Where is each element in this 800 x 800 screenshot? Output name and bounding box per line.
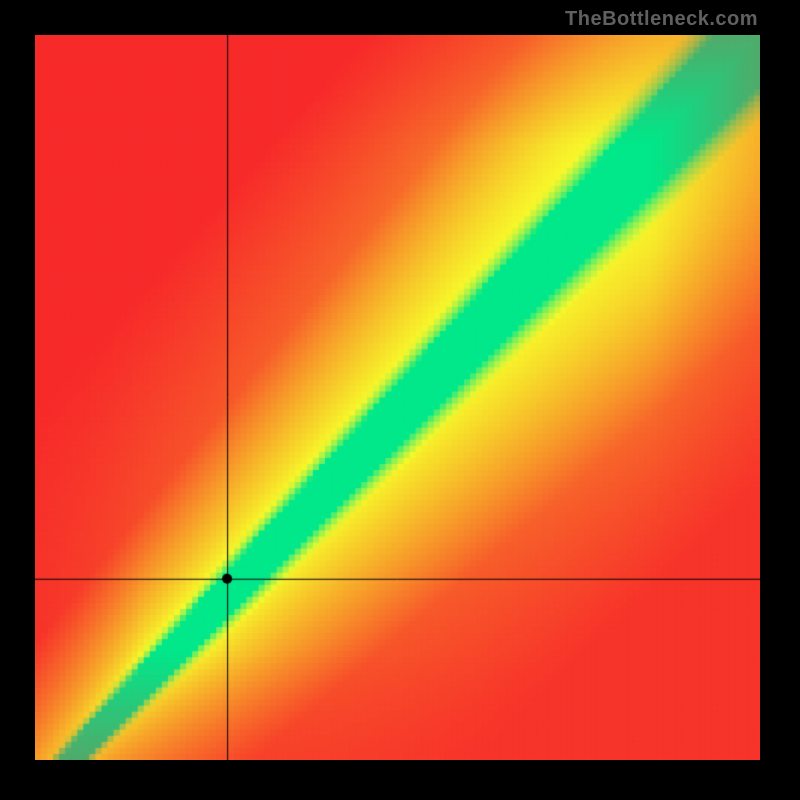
bottleneck-heatmap: [35, 35, 760, 760]
watermark-text: TheBottleneck.com: [565, 8, 758, 31]
